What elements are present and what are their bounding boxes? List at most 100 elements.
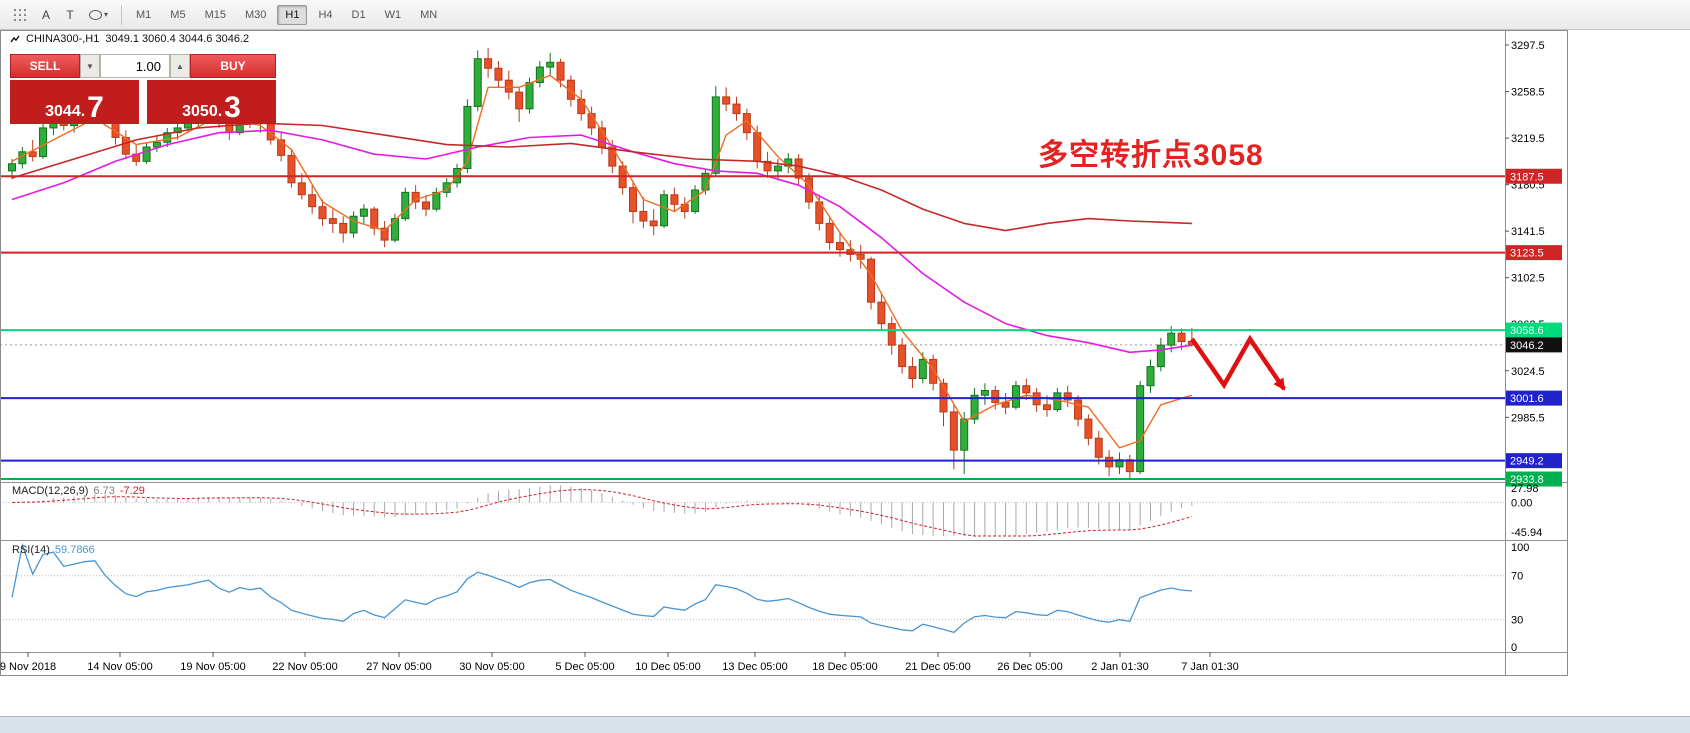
- time-axis[interactable]: 9 Nov 2018 14 Nov 05:00 19 Nov 05:00 22 Nov…: [0, 652, 1239, 673]
- svg-text:3058.6: 3058.6: [1510, 325, 1544, 337]
- macd-histogram: [21, 485, 1193, 536]
- timeframe-MN[interactable]: MN: [420, 8, 438, 21]
- rsi-value: 59.7866: [54, 544, 95, 556]
- chevron-down-icon: ▾: [104, 10, 109, 19]
- svg-text:0: 0: [1511, 642, 1517, 654]
- chart-window: 3297.53258.53219.53180.53141.53102.53063…: [0, 30, 1690, 716]
- macd-axis: 27.98 0.00 -45.94: [1511, 483, 1542, 539]
- timeframe-H1[interactable]: H1: [277, 4, 308, 25]
- time-axis-label: 30 Nov 05:00: [459, 661, 524, 673]
- rsi-axis: 100 70 30 0: [1511, 542, 1529, 654]
- grid-icon-glyph: [14, 8, 26, 21]
- chart-icon: [10, 35, 20, 43]
- svg-text:3024.5: 3024.5: [1511, 366, 1545, 378]
- price-level-badge: [1506, 471, 1562, 487]
- timeframe-M30[interactable]: M30: [244, 8, 267, 21]
- price-level-badge: [1506, 322, 1562, 338]
- timeframe-W1[interactable]: W1: [384, 8, 402, 21]
- svg-text:3046.2: 3046.2: [1510, 340, 1544, 352]
- text-label-tool-icon[interactable]: T: [58, 4, 82, 26]
- chart-canvas[interactable]: 3297.53258.53219.53180.53141.53102.53063…: [0, 30, 1690, 716]
- timeframe-M1[interactable]: M1: [136, 8, 152, 21]
- volume-up-button[interactable]: ▲: [170, 54, 190, 78]
- svg-text:0.00: 0.00: [1511, 497, 1532, 509]
- sell-price-main: 3044.: [45, 103, 86, 120]
- chart-window-border: [0, 30, 1568, 676]
- timeframe-H4[interactable]: H4: [318, 8, 333, 21]
- timeframe-group: M1 M5 M15 M30 H1 H4 D1 W1 MN: [128, 4, 448, 25]
- macd-main-value: 6.73: [93, 485, 115, 497]
- macd-signal-value: -7.29: [119, 485, 145, 497]
- timeframe-M15[interactable]: M15: [204, 8, 226, 21]
- volume-input[interactable]: [100, 54, 170, 78]
- price-level-badge: [1506, 168, 1562, 184]
- svg-text:100: 100: [1511, 542, 1529, 554]
- macd-indicator-label: MACD(12,26,9) 6.73 -7.29: [12, 485, 145, 497]
- price-level-badge: [1506, 245, 1562, 261]
- price-axis[interactable]: 3297.53258.53219.53180.53141.53102.53063…: [1505, 40, 1545, 424]
- svg-text:3219.5: 3219.5: [1511, 133, 1545, 145]
- time-axis-label: 21 Dec 05:00: [905, 661, 970, 673]
- chart-symbol-label: CHINA300-,H1: [26, 33, 100, 45]
- svg-text:2985.5: 2985.5: [1511, 412, 1545, 424]
- rsi-line: [11, 542, 1192, 634]
- time-axis-label: 13 Dec 05:00: [722, 661, 787, 673]
- status-bar: [0, 716, 1690, 733]
- rsi-indicator-label: RSI(14) 59.7866: [12, 544, 95, 556]
- chart-title: CHINA300-,H1 3049.1 3060.4 3044.6 3046.2: [10, 33, 249, 45]
- volume-down-button[interactable]: ▼: [80, 54, 100, 78]
- svg-text:3141.5: 3141.5: [1511, 226, 1545, 238]
- buy-price[interactable]: 3050. 3: [147, 80, 276, 124]
- svg-text:30: 30: [1511, 614, 1523, 626]
- chart-background: [0, 30, 1568, 676]
- svg-text:2949.2: 2949.2: [1510, 456, 1544, 468]
- shapes-tool-icon[interactable]: ▾: [82, 4, 115, 26]
- svg-text:3258.5: 3258.5: [1511, 87, 1545, 99]
- time-axis-label: 7 Jan 01:30: [1181, 661, 1239, 673]
- grid-icon[interactable]: [6, 4, 34, 26]
- timeframe-D1[interactable]: D1: [351, 8, 366, 21]
- svg-text:3102.5: 3102.5: [1511, 273, 1545, 285]
- toolbar-separator: [121, 4, 123, 25]
- price-level-badge: [1506, 453, 1562, 469]
- macd-signal-line: [11, 489, 1193, 537]
- svg-text:3123.5: 3123.5: [1510, 248, 1544, 260]
- zigzag-arrow-annotation[interactable]: [1190, 334, 1286, 391]
- chinese-annotation: 多空转折点3058: [1038, 139, 1264, 172]
- time-axis-label: 2 Jan 01:30: [1091, 661, 1149, 673]
- svg-text:70: 70: [1511, 571, 1523, 583]
- buy-price-big-digit: 3: [224, 90, 241, 124]
- price-axis-badges: 3187.5 3123.5 3058.6 3001.6 2949.2 2933.8 3046…: [1506, 168, 1562, 487]
- svg-text:3187.5: 3187.5: [1510, 171, 1544, 183]
- time-axis-label: 9 Nov 2018: [0, 661, 56, 673]
- svg-text:3001.6: 3001.6: [1510, 393, 1544, 405]
- svg-text:3297.5: 3297.5: [1511, 40, 1545, 52]
- one-click-trading-panel: SELL ▼ ▲ BUY 3044. 7 3050. 3: [10, 54, 276, 124]
- text-a-tool-icon[interactable]: A: [34, 4, 58, 26]
- time-axis-label: 26 Dec 05:00: [997, 661, 1062, 673]
- ellipse-icon: [89, 9, 102, 20]
- sell-price[interactable]: 3044. 7: [10, 80, 139, 124]
- timeframe-M5[interactable]: M5: [170, 8, 186, 21]
- time-axis-label: 27 Nov 05:00: [366, 661, 431, 673]
- sell-button[interactable]: SELL: [10, 54, 80, 78]
- price-level-badge: [1506, 390, 1562, 406]
- time-axis-label: 5 Dec 05:00: [555, 661, 614, 673]
- price-level-badge: [1506, 337, 1562, 353]
- time-axis-label: 14 Nov 05:00: [87, 661, 152, 673]
- top-toolbar: A T ▾ M1 M5 M15 M30 H1 H4 D1 W1 MN: [0, 0, 1690, 30]
- sell-price-big-digit: 7: [87, 90, 104, 124]
- mid-ma-line: [11, 129, 1193, 354]
- svg-text:-45.94: -45.94: [1511, 527, 1542, 539]
- time-axis-label: 22 Nov 05:00: [272, 661, 337, 673]
- rsi-name: RSI(14): [12, 544, 50, 556]
- time-axis-label: 19 Nov 05:00: [180, 661, 245, 673]
- chart-ohlc-values: 3049.1 3060.4 3044.6 3046.2: [105, 33, 250, 45]
- time-axis-label: 18 Dec 05:00: [812, 661, 877, 673]
- time-axis-label: 10 Dec 05:00: [635, 661, 700, 673]
- macd-name: MACD(12,26,9): [12, 485, 89, 497]
- svg-text:27.98: 27.98: [1511, 483, 1539, 495]
- svg-text:2933.8: 2933.8: [1510, 474, 1544, 486]
- buy-button[interactable]: BUY: [190, 54, 276, 78]
- buy-price-main: 3050.: [182, 103, 223, 120]
